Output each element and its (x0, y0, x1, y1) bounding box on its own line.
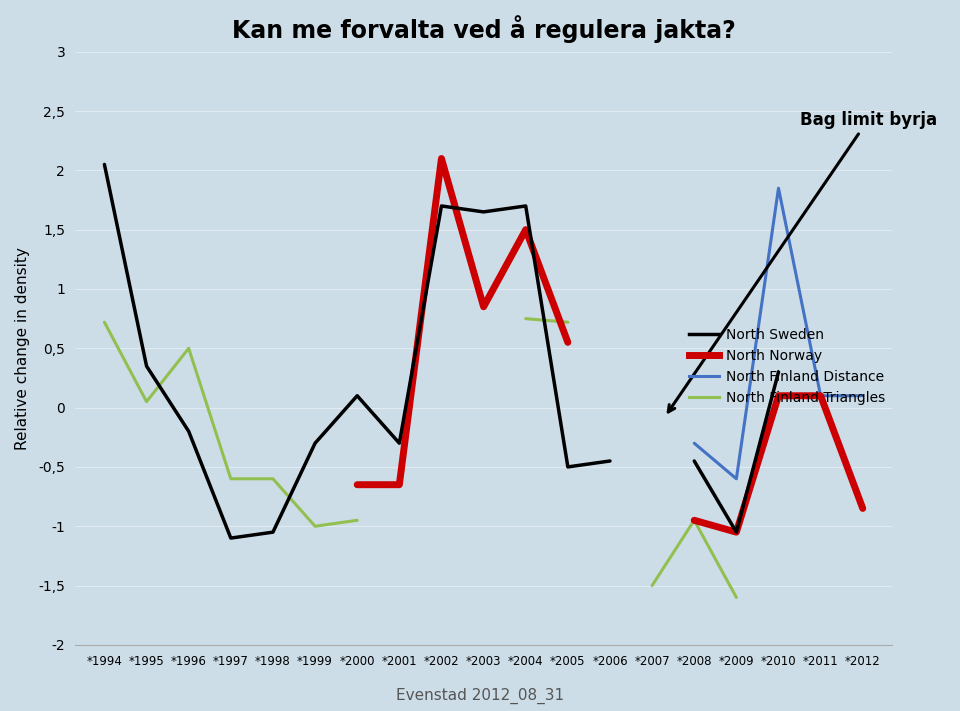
Y-axis label: Relative change in density: Relative change in density (15, 247, 30, 450)
Text: Bag limit byrja: Bag limit byrja (668, 111, 937, 412)
Text: Evenstad 2012_08_31: Evenstad 2012_08_31 (396, 688, 564, 704)
Legend: North Sweden, North Norway, North Finland Distance, North Finland Triangles: North Sweden, North Norway, North Finlan… (688, 328, 885, 405)
Title: Kan me forvalta ved å regulera jakta?: Kan me forvalta ved å regulera jakta? (231, 15, 735, 43)
